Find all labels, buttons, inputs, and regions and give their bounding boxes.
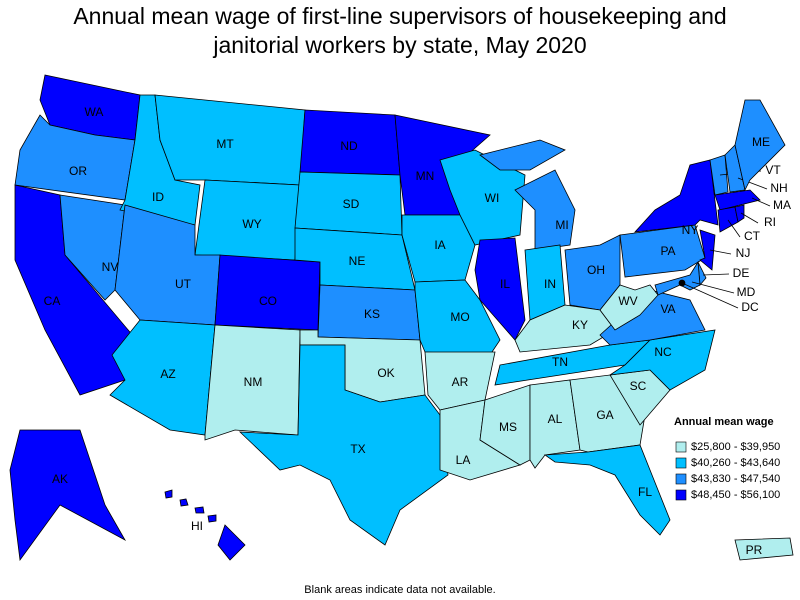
states [9,74,794,562]
legend-swatch [675,457,687,469]
state-label: ME [752,135,770,149]
state-label: NJ [736,246,751,260]
state-shape [179,498,189,507]
map-title: Annual mean wage of first-line superviso… [73,3,727,58]
leader-line [751,197,771,207]
state-label: NM [244,375,263,389]
state-label: KY [572,318,588,332]
state-label: OH [587,263,605,277]
state-shape [479,384,531,466]
state-label: CO [259,294,277,308]
state-shape [699,229,716,271]
legend-label: $25,800 - $39,950 [691,441,780,453]
state-label: WY [242,217,261,231]
state-label: MS [499,420,517,434]
state-label: NC [654,345,672,359]
state-label: ID [152,190,164,204]
state-label: VA [660,302,675,316]
state-label: WV [618,294,637,308]
leader-line [681,282,739,309]
state-shape [633,159,719,233]
state-label: WI [485,191,500,205]
state-shape [543,444,671,536]
state-label: IA [434,238,445,252]
state-label: KS [364,307,380,321]
leader-line [727,219,741,238]
state-label: DE [733,266,750,280]
state-label: OK [377,366,394,380]
state-label: IN [544,277,556,291]
state-label: MO [450,310,469,324]
legend-label: $40,260 - $43,640 [691,457,780,469]
state-label: AK [52,472,68,486]
legend-swatch [675,473,687,485]
legend-label: $48,450 - $56,100 [691,489,780,501]
state-shape [214,254,321,331]
footnote: Blank areas indicate data not available. [304,584,495,596]
state-label: MI [555,218,568,232]
state-label: VT [765,163,781,177]
leader-line [691,281,735,294]
leader-line [709,249,732,255]
state-label: AZ [160,367,175,381]
state-label: FL [638,485,652,499]
state-shape [599,284,659,331]
state-label: MA [773,198,791,212]
state-shape [654,260,701,296]
leader-line [702,273,730,276]
state-label: HI [191,519,203,533]
state-shape [238,344,449,546]
state-label: NY [682,223,699,237]
state-label: WA [85,105,104,119]
state-label: NE [349,254,366,268]
state-label: MN [416,169,435,183]
state-label: NH [770,181,787,195]
state-label: TX [350,442,365,456]
state-shape [709,154,729,196]
state-label: NV [102,260,119,274]
state-shape [194,506,205,514]
legend-label: $43,830 - $47,540 [691,473,780,485]
state-shape [9,429,127,562]
state-shape [734,99,786,192]
state-label: GA [596,408,613,422]
state-shape [59,194,126,301]
legend-swatch [675,441,687,453]
state-label: DC [741,300,759,314]
state-shape [479,139,566,171]
state-label: AR [452,375,469,389]
state-label: OR [69,164,87,178]
state-label: MT [216,137,234,151]
state-shape [734,537,794,561]
state-shape [514,169,576,251]
state-label: SD [343,197,360,211]
state-label: PA [660,244,675,258]
state-label: MD [737,285,756,299]
state-shape [207,514,217,523]
state-label: UT [175,277,192,291]
state-label: CA [44,294,61,308]
state-label: PR [746,543,763,557]
state-label: RI [764,215,776,229]
state-label: TN [552,355,568,369]
state-label: CT [744,229,761,243]
leader-line [740,212,759,224]
state-label: ND [340,139,358,153]
legend-title: Annual mean wage [674,416,774,428]
state-shape [714,189,761,211]
state-shape [217,524,246,561]
state-label: IL [500,277,510,291]
state-label: AL [548,412,563,426]
state-shape [734,204,745,223]
state-label: LA [456,453,471,467]
state-shape [717,206,739,233]
legend-swatch [675,489,687,501]
state-shape [164,489,173,499]
state-label: SC [630,379,647,393]
